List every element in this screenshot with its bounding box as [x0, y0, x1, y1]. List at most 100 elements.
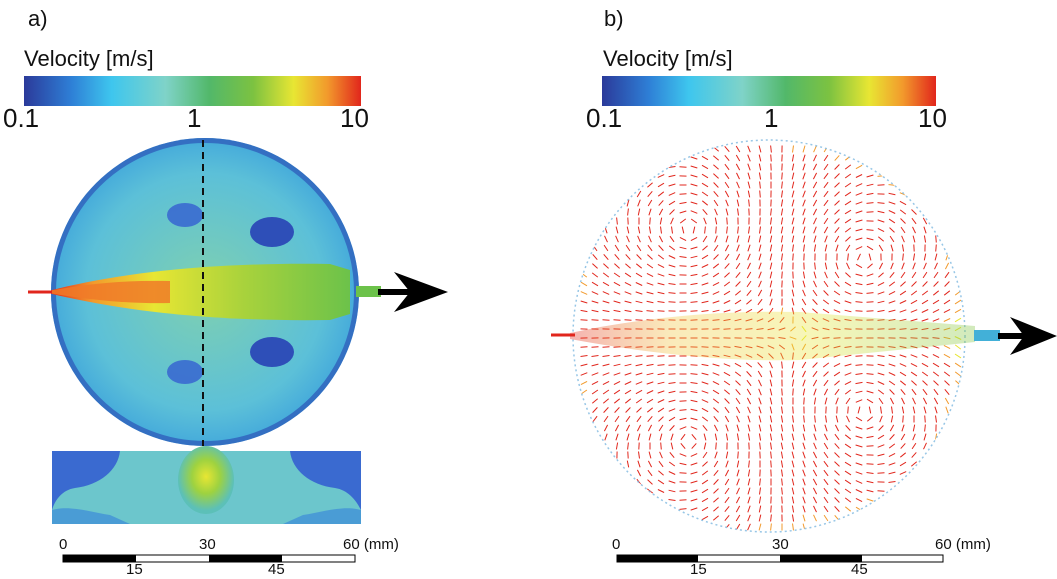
- velocity-vector: [736, 190, 740, 198]
- velocity-vector: [888, 452, 896, 458]
- velocity-vector: [844, 380, 852, 386]
- cross-section-slot: [52, 446, 361, 524]
- velocity-vector: [701, 372, 709, 376]
- velocity-vector: [823, 208, 829, 216]
- velocity-vector: [822, 362, 830, 368]
- velocity-contour-disc: [28, 138, 381, 446]
- velocity-vector: [824, 235, 828, 243]
- velocity-vector: [734, 309, 742, 313]
- velocity-vector: [901, 235, 905, 243]
- velocity-vector: [910, 354, 918, 358]
- velocity-vector: [844, 470, 852, 476]
- velocity-vector: [923, 433, 927, 441]
- velocity-vector: [902, 253, 904, 261]
- velocity-vector: [813, 145, 817, 153]
- velocity-vector: [758, 271, 762, 279]
- velocity-vector: [791, 487, 795, 495]
- velocity-vector: [736, 181, 740, 189]
- velocity-vector: [734, 299, 742, 305]
- velocity-vector: [690, 192, 698, 196]
- velocity-vector: [635, 263, 643, 269]
- velocity-vector: [747, 406, 751, 414]
- velocity-vector: [690, 462, 698, 466]
- velocity-vector: [846, 262, 850, 270]
- velocity-vector: [703, 217, 707, 225]
- velocity-vector: [877, 227, 885, 233]
- velocity-vector: [891, 406, 893, 414]
- velocity-vector: [802, 145, 806, 153]
- velocity-vector: [781, 469, 783, 477]
- velocity-vector: [835, 262, 839, 270]
- velocity-vector: [845, 236, 851, 242]
- velocity-vector: [922, 380, 928, 386]
- velocity-vector: [878, 262, 884, 270]
- velocity-vector: [888, 481, 896, 483]
- velocity-vector: [899, 209, 907, 215]
- velocity-vector: [834, 200, 840, 206]
- velocity-vector: [712, 398, 720, 404]
- velocity-vector: [934, 262, 938, 270]
- velocity-vector: [679, 236, 687, 242]
- velocity-vector: [855, 301, 863, 303]
- velocity-vector: [713, 244, 719, 252]
- velocity-vector: [912, 253, 916, 261]
- velocity-vector: [592, 415, 598, 423]
- velocity-vector: [748, 199, 750, 207]
- velocity-vector: [866, 273, 874, 277]
- scalebar-b-tick-15: 15: [690, 561, 707, 578]
- velocity-vector: [781, 262, 783, 270]
- velocity-vector: [613, 272, 621, 278]
- velocity-vector: [855, 390, 863, 394]
- velocity-vector: [866, 229, 874, 231]
- velocity-vector: [646, 300, 654, 304]
- velocity-vector: [679, 462, 687, 466]
- velocity-vector: [615, 442, 619, 450]
- velocity-vector: [746, 289, 752, 297]
- velocity-vector: [943, 299, 951, 305]
- velocity-vector: [877, 490, 885, 492]
- colorbar-a-tick-max: 10: [340, 103, 369, 133]
- velocity-vector: [647, 254, 653, 260]
- velocity-vector: [866, 498, 874, 502]
- velocity-vector: [769, 370, 773, 378]
- velocity-vector: [889, 227, 895, 233]
- velocity-vector: [602, 380, 610, 386]
- velocity-vector: [823, 280, 829, 288]
- velocity-vector: [888, 184, 896, 186]
- velocity-vector: [691, 443, 697, 449]
- velocity-vector: [780, 226, 784, 234]
- velocity-vector: [889, 389, 895, 395]
- velocity-vector: [844, 488, 852, 494]
- velocity-vector: [723, 281, 731, 287]
- velocity-vector: [690, 183, 698, 187]
- velocity-vector: [834, 380, 840, 386]
- velocity-vector: [702, 461, 708, 467]
- velocity-vector: [726, 217, 728, 225]
- velocity-vector: [935, 244, 937, 252]
- velocity-vector: [802, 379, 806, 387]
- velocity-vector: [899, 452, 907, 458]
- velocity-vector: [888, 218, 896, 224]
- velocity-vector: [701, 515, 709, 521]
- velocity-vector: [812, 478, 818, 486]
- velocity-vector: [747, 478, 751, 486]
- velocity-vector: [944, 397, 950, 405]
- velocity-vector: [745, 362, 753, 368]
- velocity-vector: [690, 301, 698, 303]
- velocity-vector: [624, 363, 632, 367]
- velocity-vector: [724, 145, 730, 153]
- velocity-vector: [857, 406, 861, 414]
- velocity-vector: [668, 192, 676, 196]
- velocity-vector: [635, 372, 643, 376]
- velocity-vector: [648, 208, 652, 216]
- velocity-vector: [911, 217, 917, 225]
- velocity-vector: [769, 289, 773, 297]
- velocity-vector: [791, 199, 795, 207]
- velocity-vector: [781, 487, 783, 495]
- velocity-vector: [580, 389, 588, 395]
- velocity-vector: [669, 425, 675, 431]
- velocity-vector: [855, 453, 863, 457]
- velocity-vector: [877, 355, 885, 357]
- velocity-vector: [899, 300, 907, 304]
- velocity-vector: [657, 364, 665, 366]
